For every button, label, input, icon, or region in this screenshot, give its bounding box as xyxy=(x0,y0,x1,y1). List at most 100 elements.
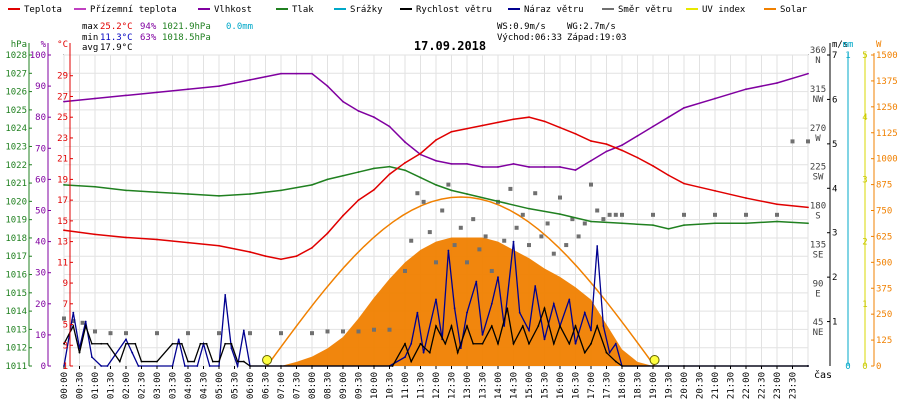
pressure-line-point xyxy=(311,183,313,186)
legend-label: Srážky xyxy=(350,5,383,15)
wind-speed-line-point xyxy=(218,360,220,363)
pressure-tick-label: 1012 xyxy=(5,344,27,354)
x-tick-label: 05:00 xyxy=(215,372,225,399)
wind-speed-line-point xyxy=(419,342,422,345)
wind-gust-line-point xyxy=(568,298,571,301)
x-tick-label: 08:00 xyxy=(308,372,318,399)
pressure-line-point xyxy=(776,220,778,223)
pressure-line-point xyxy=(497,200,499,203)
wind-direction-compass-label: NE xyxy=(813,328,824,338)
temperature-line-point xyxy=(311,246,313,249)
temperature-line-point xyxy=(94,233,96,236)
wind-speed-line-point xyxy=(521,325,524,327)
wind-speed-line-point xyxy=(180,342,183,345)
wind-gust-line-point xyxy=(404,356,406,359)
humidity-line-point xyxy=(373,116,375,119)
legend-item: Solar xyxy=(764,5,808,15)
humidity-line-point xyxy=(714,97,716,100)
x-tick-label: 07:30 xyxy=(293,372,303,399)
sunrise-marker xyxy=(262,355,273,365)
temperature-tick-label: 25 xyxy=(57,113,68,123)
humidity-line-point xyxy=(481,166,484,168)
x-tick-label: 21:00 xyxy=(711,372,721,399)
wind-direction-point xyxy=(806,139,810,144)
wind-speed-line-point xyxy=(187,360,189,363)
temperature-tick-label: 3 xyxy=(63,341,68,351)
wind-gust-line-point xyxy=(416,311,419,314)
temperature-line-point xyxy=(125,236,127,239)
pressure-line-point xyxy=(450,189,453,192)
pressure-line-point xyxy=(621,222,623,225)
wind-direction-point xyxy=(387,327,392,332)
wind-direction-point xyxy=(558,195,562,200)
pressure-line-point xyxy=(63,183,65,186)
stats-min-humidity: 63% xyxy=(140,33,157,43)
pressure-line-point xyxy=(357,171,360,173)
humidity-line-point xyxy=(745,88,747,91)
wind-speed-line-point xyxy=(78,351,81,354)
legend-item: Teplota xyxy=(8,5,62,15)
temperature-unit-label: °C xyxy=(57,40,68,50)
wind-direction-point xyxy=(186,331,190,336)
wind-direction-degree-label: 315 xyxy=(810,85,826,95)
stats-min-pressure: 1018.5hPa xyxy=(162,33,211,43)
x-tick-label: 13:00 xyxy=(463,372,473,399)
humidity-line-point xyxy=(94,97,96,100)
wind-direction-point xyxy=(471,217,476,222)
pressure-line-point xyxy=(404,169,406,172)
wind-speed-line-point xyxy=(506,307,509,310)
wind-speed-line-point xyxy=(84,325,87,327)
humidity-line-point xyxy=(435,159,437,162)
wind-gust-line-point xyxy=(435,298,437,301)
pressure-line-point xyxy=(667,227,670,230)
pressure-tick-label: 1026 xyxy=(5,88,27,98)
temperature-line-point xyxy=(776,203,778,206)
humidity-line-point xyxy=(590,159,592,162)
x-tick-label: 04:00 xyxy=(184,372,194,399)
pressure-line-point xyxy=(342,174,344,177)
x-axis-title: čas xyxy=(814,369,832,381)
pressure-tick-label: 1016 xyxy=(5,271,27,281)
wind-gust-line-point xyxy=(512,240,515,243)
wind-direction-compass-label: S xyxy=(815,212,820,222)
wind-speed-line-point xyxy=(568,342,571,345)
humidity-tick-label: 30 xyxy=(35,269,46,279)
humidity-line-point xyxy=(264,75,267,78)
humidity-line-point xyxy=(559,166,561,168)
temperature-line-point xyxy=(419,152,422,155)
pressure-tick-label: 1015 xyxy=(5,289,27,299)
temperature-line-point xyxy=(605,143,608,146)
temperature-tick-label: 5 xyxy=(63,321,68,331)
stats-avg-temp: 17.9°C xyxy=(100,43,133,53)
wind-direction-point xyxy=(62,316,66,321)
x-tick-label: 10:00 xyxy=(370,372,380,399)
wind-speed-line-point xyxy=(391,365,394,367)
x-tick-label: 20:30 xyxy=(696,372,706,399)
temperature-line-point xyxy=(745,197,747,199)
temperature-tick-label: 29 xyxy=(57,72,68,82)
x-tick-label: 18:00 xyxy=(618,372,628,399)
solar-area xyxy=(281,237,653,366)
wind-speed-line-point xyxy=(583,351,586,354)
x-tick-label: 08:30 xyxy=(324,372,334,399)
legend-item: Přízemní teplota xyxy=(74,5,177,15)
x-tick-label: 11:00 xyxy=(401,372,411,399)
stats-avg-label: avg xyxy=(82,43,98,53)
humidity-line-point xyxy=(404,141,406,143)
stats-min-label: min xyxy=(82,33,98,43)
solar-tick-label: 1000 xyxy=(876,155,898,165)
pressure-line-point xyxy=(187,193,189,195)
solar-tick-label: 625 xyxy=(876,232,892,242)
x-tick-label: 07:00 xyxy=(277,372,287,399)
x-tick-label: 17:30 xyxy=(603,372,613,399)
humidity-tick-label: 80 xyxy=(35,113,46,123)
temperature-line-point xyxy=(481,124,484,127)
wind-direction-point xyxy=(539,234,544,239)
wind-speed-line-point xyxy=(552,342,555,345)
humidity-line-point xyxy=(450,162,453,165)
wind-speed-line-point xyxy=(91,342,93,345)
legend-item: Rychlost větru xyxy=(400,5,492,15)
legend-label: Solar xyxy=(780,5,808,15)
humidity-line-point xyxy=(776,82,778,84)
wind-speed-line-point xyxy=(596,325,599,327)
